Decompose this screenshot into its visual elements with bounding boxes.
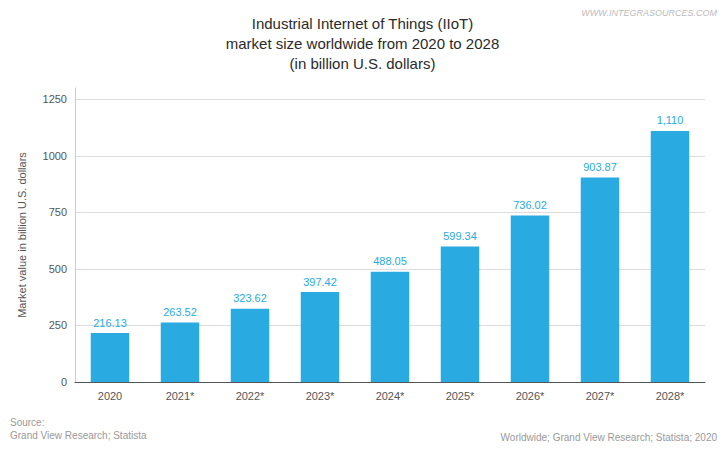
svg-text:2026*: 2026* [516,390,545,402]
svg-text:500: 500 [49,263,67,275]
svg-text:250: 250 [49,319,67,331]
svg-text:Market value in billion U.S. d: Market value in billion U.S. dollars [16,152,28,318]
svg-text:WWW.INTEGRASOURCES.COM: WWW.INTEGRASOURCES.COM [581,8,717,18]
svg-text:2024*: 2024* [376,390,405,402]
svg-text:2021*: 2021* [166,390,195,402]
svg-text:0: 0 [61,376,67,388]
svg-text:2027*: 2027* [586,390,615,402]
svg-text:903.87: 903.87 [583,161,617,173]
svg-text:Grand View Research; Statista: Grand View Research; Statista [10,430,147,441]
svg-text:Industrial Internet of Things: Industrial Internet of Things (IIoT) [252,15,474,32]
svg-text:2022*: 2022* [236,390,265,402]
svg-text:market size worldwide from 202: market size worldwide from 2020 to 2028 [226,35,499,52]
svg-text:Source:: Source: [10,417,44,428]
svg-text:(in billion U.S. dollars): (in billion U.S. dollars) [290,55,436,72]
svg-text:216.13: 216.13 [93,317,127,329]
svg-text:2025*: 2025* [446,390,475,402]
svg-text:2028*: 2028* [656,390,685,402]
svg-text:Worldwide; Grand View Research: Worldwide; Grand View Research; Statista… [501,432,718,443]
svg-text:323.62: 323.62 [233,292,267,304]
svg-text:599.34: 599.34 [443,230,477,242]
svg-text:2020: 2020 [98,390,122,402]
svg-text:488.05: 488.05 [373,255,407,267]
svg-text:1,110: 1,110 [657,114,684,126]
svg-text:2023*: 2023* [306,390,335,402]
svg-text:397.42: 397.42 [303,276,337,288]
svg-text:1250: 1250 [43,93,67,105]
svg-text:1000: 1000 [43,150,67,162]
svg-text:263.52: 263.52 [163,306,197,318]
svg-text:750: 750 [49,206,67,218]
svg-text:736.02: 736.02 [513,199,547,211]
